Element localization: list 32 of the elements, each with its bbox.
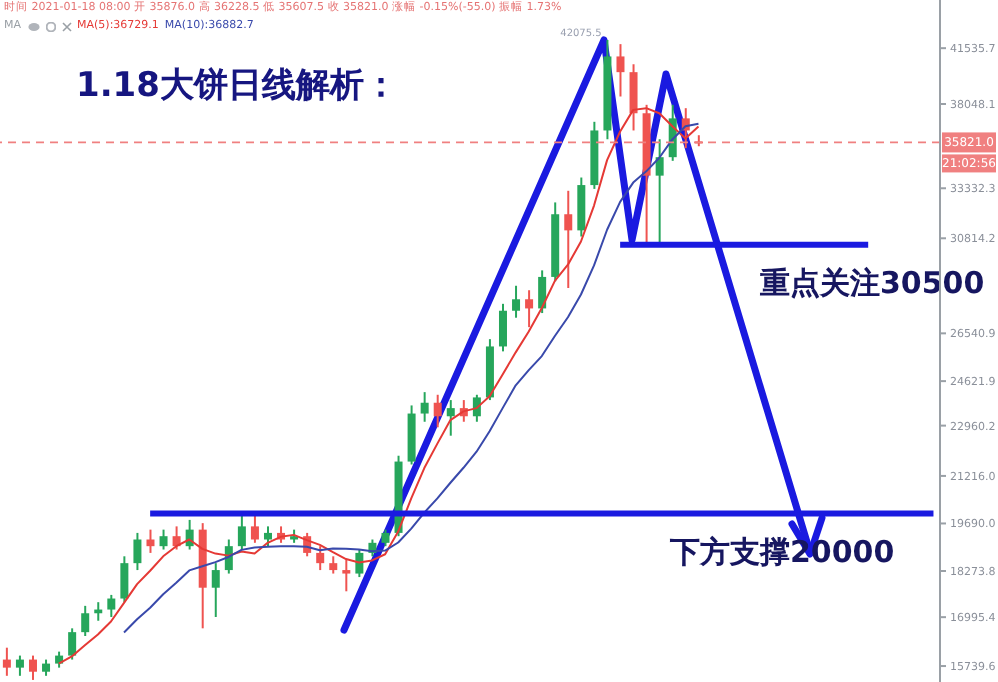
candlestick [498,302,507,353]
candlestick [159,528,168,551]
candlestick [250,512,259,544]
ref-line-label: 下方支撑20000 [668,533,895,570]
candlestick [263,525,272,548]
candlestick [512,284,521,319]
text: 1.18大饼日线解析： [76,64,398,108]
candlestick [342,558,351,593]
candlestick [237,512,246,551]
candlestick [433,393,442,429]
candlestick [355,548,364,579]
candlestick [15,654,24,677]
candlestick [525,289,534,329]
candlestick [81,604,90,637]
candlestick [211,562,220,618]
candlestick [28,654,37,681]
candlestick [120,555,129,604]
candlestick [616,43,625,98]
candlestick [133,531,142,572]
candlestick [420,391,429,423]
candlestick [564,189,573,289]
candlestick [107,593,116,618]
candlestick [538,269,547,315]
candlestick [655,138,664,244]
candlestick [316,545,325,572]
candlestick [2,646,11,677]
candlestick [68,627,77,661]
ref-line-label: 重点关注30500 [758,264,985,301]
candlestick [146,528,155,554]
candlestick [446,399,455,437]
candlestick [577,176,586,238]
candlestick [629,63,638,132]
